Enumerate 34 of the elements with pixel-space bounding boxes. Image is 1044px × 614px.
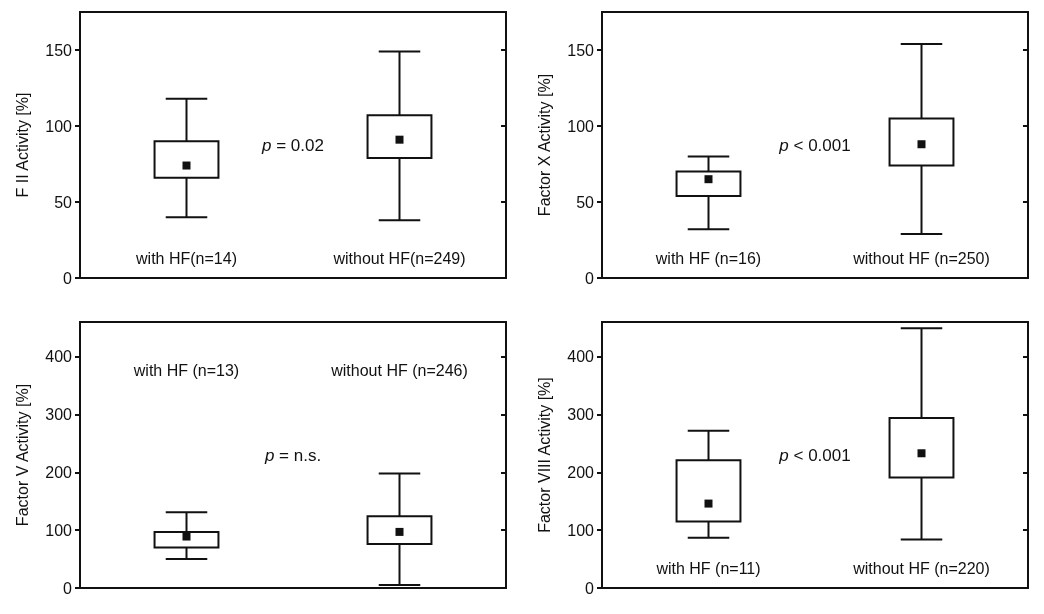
y-axis-title: Factor VIII Activity [%] xyxy=(535,377,553,533)
y-tick-label: 400 xyxy=(567,348,595,366)
x-tick-label: without HF(n=249) xyxy=(332,249,466,267)
y-tick-label: 200 xyxy=(45,463,73,481)
y-tick-label: 100 xyxy=(45,117,73,135)
annotation: p < 0.001 xyxy=(778,135,851,155)
y-tick-label: 200 xyxy=(567,463,595,481)
x-tick-label: with HF(n=14) xyxy=(135,249,237,267)
y-tick-label: 0 xyxy=(63,579,73,597)
annotation: p = 0.02 xyxy=(261,135,324,155)
y-tick-label: 50 xyxy=(54,193,73,211)
y-axis-title: F II Activity [%] xyxy=(13,92,31,198)
annotation: p = n.s. xyxy=(263,445,322,465)
y-tick-label: 100 xyxy=(567,117,595,135)
y-tick-label: 0 xyxy=(63,269,73,287)
y-axis-title: Factor V Activity [%] xyxy=(13,383,31,527)
x-tick-label: with HF (n=13) xyxy=(132,361,240,379)
y-axis-title: Factor X Activity [%] xyxy=(535,73,553,217)
y-tick-label: 100 xyxy=(45,521,73,539)
y-tick-label: 100 xyxy=(567,521,595,539)
y-tick-label: 150 xyxy=(45,41,73,59)
y-tick-label: 0 xyxy=(585,579,595,597)
x-tick-label: without HF (n=220) xyxy=(852,559,990,577)
y-tick-label: 50 xyxy=(576,193,595,211)
y-tick-label: 0 xyxy=(585,269,595,287)
annotation: p < 0.001 xyxy=(778,445,851,465)
y-tick-label: 400 xyxy=(45,348,73,366)
x-tick-label: without HF (n=246) xyxy=(330,361,468,379)
x-tick-label: with HF (n=16) xyxy=(654,249,762,267)
y-tick-label: 300 xyxy=(567,406,595,424)
x-tick-label: with HF (n=11) xyxy=(655,559,761,577)
x-tick-label: without HF (n=250) xyxy=(852,249,990,267)
y-tick-label: 150 xyxy=(567,41,595,59)
y-tick-label: 300 xyxy=(45,406,73,424)
